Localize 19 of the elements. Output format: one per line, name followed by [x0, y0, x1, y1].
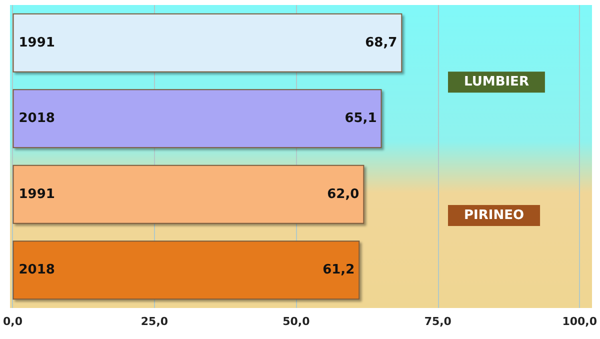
x-tick-label: 50,0 — [282, 315, 310, 328]
annotation: PIRINEO — [464, 208, 524, 223]
bar — [12, 89, 382, 148]
data-label: 61,2 — [322, 262, 355, 278]
y-tick-label: 2018 — [18, 111, 55, 126]
data-label: 65,1 — [344, 111, 377, 126]
y-tick-label: 1991 — [18, 186, 55, 202]
data-label: 62,0 — [327, 186, 360, 202]
x-tick-label: 25,0 — [140, 315, 168, 328]
bar — [12, 240, 360, 300]
data-label: 68,7 — [365, 35, 398, 50]
y-tick-label: 1991 — [18, 35, 55, 50]
annotation: LUMBIER — [464, 74, 529, 90]
bar — [12, 13, 402, 72]
x-tick-label: 0,0 — [2, 315, 23, 328]
x-tick-label: 75,0 — [424, 315, 452, 328]
x-tick-label: 100,0 — [562, 315, 598, 328]
bar — [12, 164, 364, 224]
y-tick-label: 2018 — [18, 262, 55, 278]
